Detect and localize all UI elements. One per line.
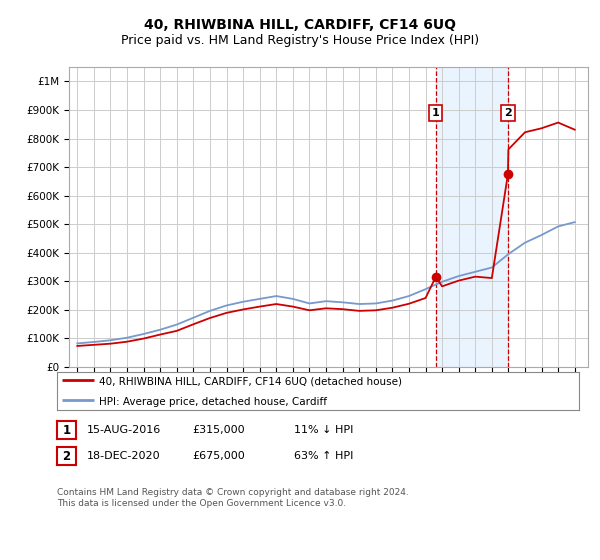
Text: Price paid vs. HM Land Registry's House Price Index (HPI): Price paid vs. HM Land Registry's House … xyxy=(121,34,479,46)
Text: Contains HM Land Registry data © Crown copyright and database right 2024.
This d: Contains HM Land Registry data © Crown c… xyxy=(57,488,409,508)
Text: HPI: Average price, detached house, Cardiff: HPI: Average price, detached house, Card… xyxy=(99,396,327,407)
Text: 15-AUG-2016: 15-AUG-2016 xyxy=(87,425,161,435)
Text: £315,000: £315,000 xyxy=(192,425,245,435)
Text: 18-DEC-2020: 18-DEC-2020 xyxy=(87,451,161,461)
Text: 40, RHIWBINA HILL, CARDIFF, CF14 6UQ (detached house): 40, RHIWBINA HILL, CARDIFF, CF14 6UQ (de… xyxy=(99,376,402,386)
Text: 1: 1 xyxy=(62,423,71,437)
Text: 63% ↑ HPI: 63% ↑ HPI xyxy=(294,451,353,461)
Text: 2: 2 xyxy=(504,108,512,118)
Text: 40, RHIWBINA HILL, CARDIFF, CF14 6UQ: 40, RHIWBINA HILL, CARDIFF, CF14 6UQ xyxy=(144,18,456,32)
Bar xyxy=(436,67,508,367)
Text: 11% ↓ HPI: 11% ↓ HPI xyxy=(294,425,353,435)
Text: £675,000: £675,000 xyxy=(192,451,245,461)
Text: 2: 2 xyxy=(62,450,71,463)
Text: 1: 1 xyxy=(432,108,440,118)
